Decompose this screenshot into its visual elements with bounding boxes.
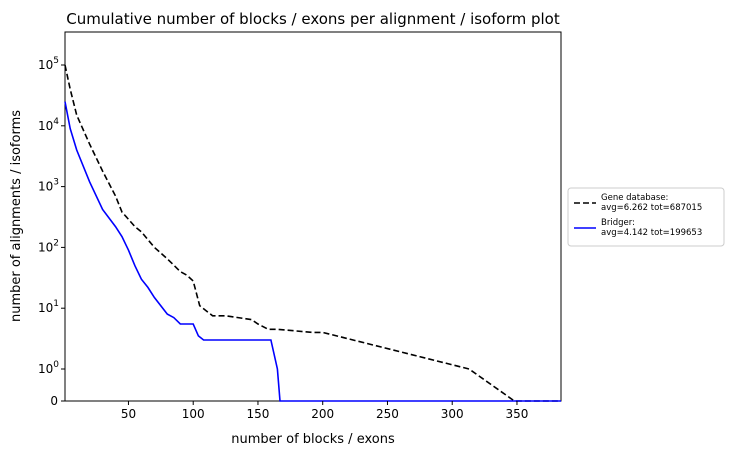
- plot-area: [64, 31, 562, 402]
- legend-label-2: Bridger:: [601, 218, 635, 228]
- legend-stats-1: avg=6.262 tot=687015: [601, 203, 702, 213]
- x-axis-label: number of blocks / exons: [231, 432, 395, 447]
- y-tick-label: 103: [38, 178, 59, 194]
- x-tick-label: 100: [182, 407, 205, 421]
- legend-frame: [567, 187, 725, 247]
- x-tick-label: 150: [247, 407, 270, 421]
- y-tick-label: 0: [50, 394, 58, 408]
- legend: Gene database:avg=6.262 tot=687015 Bridge…: [567, 187, 725, 247]
- y-tick-label: 104: [38, 117, 59, 133]
- series-layer: [64, 64, 561, 402]
- x-tick-label: 200: [311, 407, 334, 421]
- y-tick-label: 101: [38, 299, 59, 315]
- x-tick-label: 250: [376, 407, 399, 421]
- y-axis-label: number of alignments / isoforms: [9, 110, 24, 322]
- y-tick-label: 100: [38, 360, 59, 376]
- legend-stats-2: avg=4.142 tot=199653: [601, 228, 702, 238]
- y-axis: 0 100 101 102 103 104 105: [38, 56, 65, 408]
- x-axis: 50 100 150 200 250 300 350: [121, 401, 529, 421]
- x-tick-label: 300: [441, 407, 464, 421]
- series-line-1: [64, 64, 561, 402]
- x-tick-label: 50: [121, 407, 136, 421]
- chart-title: Cumulative number of blocks / exons per …: [66, 10, 560, 28]
- legend-label-1: Gene database:: [601, 193, 668, 203]
- x-tick-label: 350: [506, 407, 529, 421]
- y-tick-label: 102: [38, 238, 59, 254]
- series-line-2: [64, 101, 561, 402]
- y-tick-label: 105: [38, 56, 59, 72]
